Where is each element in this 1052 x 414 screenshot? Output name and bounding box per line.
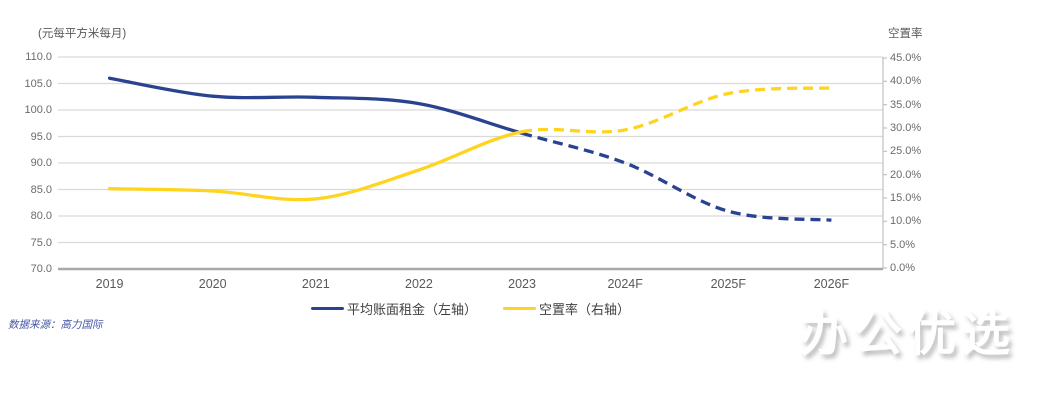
- left-axis-tick-label: 105.0: [24, 77, 52, 90]
- left-axis-tick-label: 110.0: [25, 51, 52, 63]
- left-axis-tick-label: 75.0: [30, 236, 52, 249]
- right-axis-tick-label: 15.0%: [890, 192, 922, 204]
- x-axis-tick-label: 2020: [198, 277, 227, 291]
- right-axis-tick-label: 40.0%: [890, 75, 922, 88]
- x-axis-tick-label: 2023: [508, 277, 536, 291]
- rent-line-forecast: [521, 131, 832, 222]
- right-axis-tick-label: 0.0%: [890, 262, 916, 274]
- x-axis-tick-label: 2025F: [710, 277, 747, 291]
- left-axis-tick-label: 70.0: [30, 263, 52, 275]
- x-axis-tick-label: 2024F: [607, 277, 643, 291]
- x-axis-tick-label: 2021: [301, 277, 330, 291]
- vacancy-line-swatch: [503, 306, 536, 311]
- vacancy-line-historical: [107, 130, 524, 202]
- right-axis-tick-label: 30.0%: [890, 122, 922, 134]
- watermark-text: 办公优选: [799, 308, 1016, 361]
- right-axis-tick-label: 25.0%: [890, 145, 922, 158]
- rent-line-historical: [107, 76, 524, 135]
- left-axis-tick-label: 80.0: [30, 210, 52, 222]
- right-axis-tick-label: 35.0%: [890, 98, 922, 111]
- chart-legend: 平均账面租金（左轴） 空置率（右轴）: [58, 299, 883, 318]
- left-axis-tick-label: 95.0: [30, 130, 52, 143]
- legend-item-vacancy: 空置率（右轴）: [503, 299, 630, 318]
- right-axis-tick-label: 20.0%: [890, 168, 922, 181]
- left-axis-tick-label: 90.0: [30, 157, 52, 169]
- right-axis-tick-label: 5.0%: [890, 238, 916, 251]
- left-axis-tick-label: 100.0: [24, 104, 52, 116]
- legend-item-rent: 平均账面租金（左轴）: [310, 299, 477, 318]
- right-axis-tick-label: 45.0%: [890, 52, 922, 64]
- right-axis-tick-label: 10.0%: [890, 215, 922, 228]
- legend-label-vacancy: 空置率（右轴）: [539, 302, 631, 317]
- rent-line-swatch: [310, 306, 344, 311]
- x-axis-tick-label: 2019: [95, 277, 124, 291]
- legend-label-rent: 平均账面租金（左轴）: [346, 302, 477, 317]
- left-axis-title: (元每平方米每月): [38, 28, 127, 40]
- vacancy-line-forecast: [521, 86, 832, 134]
- left-axis-tick-label: 85.0: [30, 183, 52, 196]
- x-axis-tick-label: 2026F: [813, 277, 850, 291]
- right-axis-title: 空置率: [888, 28, 923, 40]
- data-source-note: 数据来源：高力国际: [8, 319, 103, 331]
- x-axis-tick-label: 2022: [405, 277, 433, 291]
